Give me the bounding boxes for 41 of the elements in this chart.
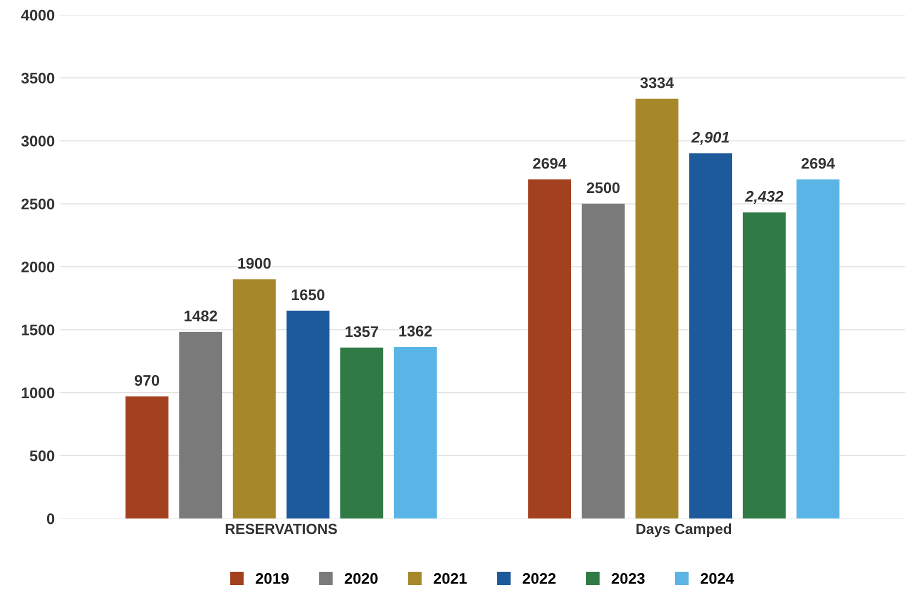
data-label: 2,432 [744,190,784,204]
data-label: 2,901 [691,132,729,145]
x-tick-label: RESERVATIONS [226,524,337,534]
data-label: 1482 [184,310,218,322]
bar [689,153,732,519]
bar [528,179,572,519]
data-label: 1650 [292,289,324,300]
data-label: 1357 [346,326,378,338]
y-tick-label: 2500 [21,198,54,210]
legend-label: 2024 [700,573,734,584]
bar [340,348,384,519]
y-tick-label: 3500 [21,72,54,84]
data-label: 3334 [640,77,674,88]
bar [742,212,786,519]
bar [286,310,330,519]
legend-label: 2019 [256,573,289,584]
y-tick-label: 1000 [22,387,54,398]
y-tick-label: 4000 [21,10,54,21]
bar [796,179,840,519]
y-tick-label: 500 [30,450,54,462]
y-tick-label: 1500 [22,324,54,336]
legend-label: 2022 [522,573,556,584]
data-label: 1362 [399,326,432,336]
bar [635,98,678,519]
legend-label: 2021 [434,573,467,584]
bar [179,332,222,519]
y-tick-label: 0 [46,513,54,524]
data-label: 2694 [533,158,566,169]
x-tick-label: Days Camped [636,523,732,537]
bar [125,396,168,519]
data-label: 2694 [802,158,835,169]
bar [582,204,625,519]
data-label: 1900 [238,258,271,269]
data-label: 970 [134,375,160,386]
bar [394,347,437,519]
bar [232,279,276,519]
legend-label: 2020 [344,573,378,584]
legend-label: 2023 [612,573,645,584]
y-tick-label: 2000 [21,262,54,272]
y-tick-label: 3000 [21,136,54,147]
data-label: 2500 [586,182,620,194]
